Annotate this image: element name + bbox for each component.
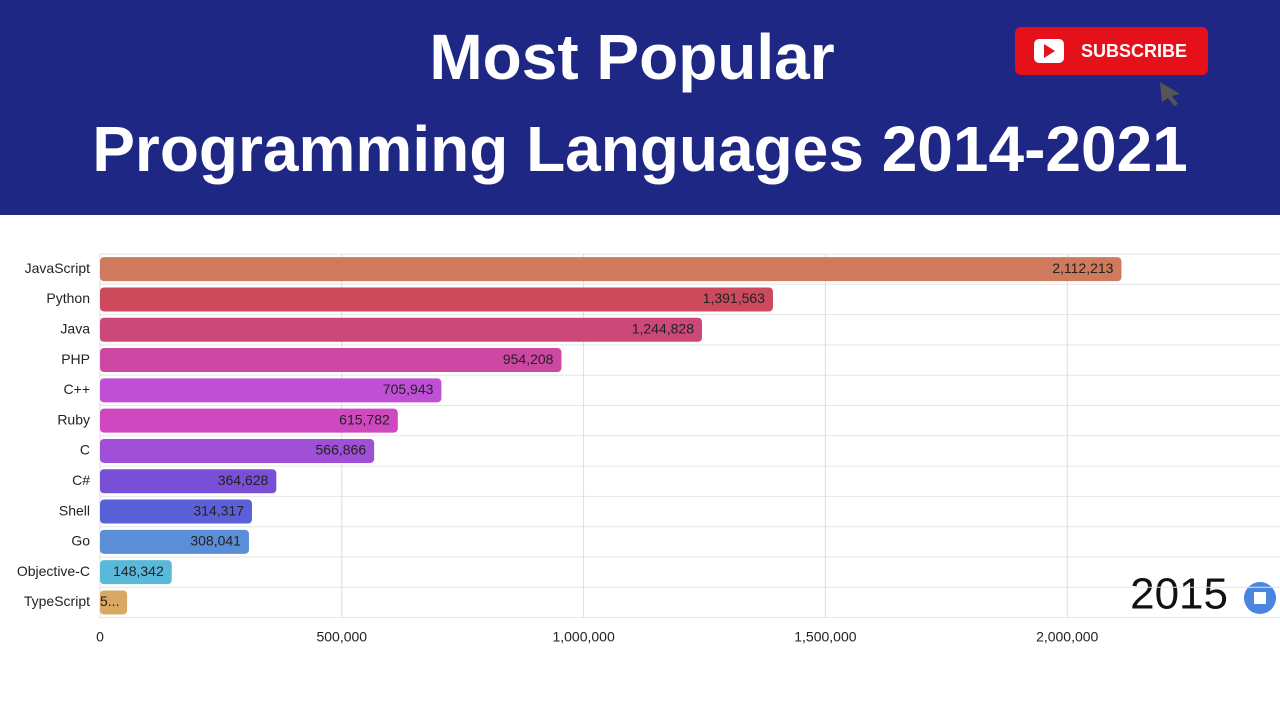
- value-label: 954,208: [503, 351, 554, 367]
- bar: [100, 529, 249, 554]
- category-label: Objective-C: [17, 563, 90, 579]
- bar: [100, 287, 773, 312]
- bar: [100, 378, 442, 403]
- button-bg[interactable]: [1015, 27, 1208, 75]
- title-line: Programming Languages 2014-2021: [92, 113, 1188, 185]
- year-label: 2015: [1130, 570, 1228, 619]
- category-label: Python: [46, 290, 90, 306]
- value-label: 2,112,213: [1052, 260, 1113, 276]
- category-label: Shell: [59, 502, 90, 518]
- bar: [100, 257, 1122, 282]
- value-label: 1,244,828: [632, 320, 694, 336]
- bar: [100, 408, 398, 433]
- x-tick-label: 1,000,000: [552, 628, 614, 644]
- value-label: 705,943: [383, 381, 434, 397]
- bar: [100, 438, 375, 463]
- button-label[interactable]: SUBSCRIBE: [1081, 41, 1187, 61]
- subscribe-button[interactable]: SUBSCRIBE: [1015, 27, 1208, 75]
- bar: [100, 348, 562, 373]
- x-tick-label: 0: [96, 628, 104, 644]
- value-label: 364,628: [218, 472, 269, 488]
- value-label: 566,866: [316, 442, 367, 458]
- x-tick-label: 500,000: [316, 628, 367, 644]
- value-label: 148,342: [113, 563, 164, 579]
- title-line: Most Popular: [429, 21, 834, 93]
- category-label: TypeScript: [24, 593, 90, 609]
- bar: [100, 560, 172, 585]
- value-label: 1,391,563: [703, 290, 765, 306]
- x-tick-label: 2,000,000: [1036, 628, 1098, 644]
- bar: [100, 590, 128, 615]
- bar: [100, 317, 703, 342]
- category-label: JavaScript: [25, 260, 90, 276]
- play-triangle[interactable]: [1044, 44, 1055, 58]
- category-label: PHP: [61, 351, 90, 367]
- value-label: 314,317: [193, 502, 244, 518]
- category-label: C++: [64, 381, 90, 397]
- value-label: 308,041: [190, 533, 241, 549]
- bar: [100, 499, 253, 524]
- value-label: 615,782: [339, 411, 390, 427]
- bar: [100, 469, 277, 494]
- category-label: Ruby: [57, 411, 90, 427]
- stop-icon[interactable]: [1254, 592, 1266, 604]
- x-tick-label: 1,500,000: [794, 628, 856, 644]
- value-label: 5...: [100, 593, 119, 609]
- category-label: C#: [72, 472, 90, 488]
- category-label: Java: [60, 320, 90, 336]
- category-label: C: [80, 442, 90, 458]
- cursor: [1160, 82, 1180, 106]
- category-label: Go: [71, 533, 90, 549]
